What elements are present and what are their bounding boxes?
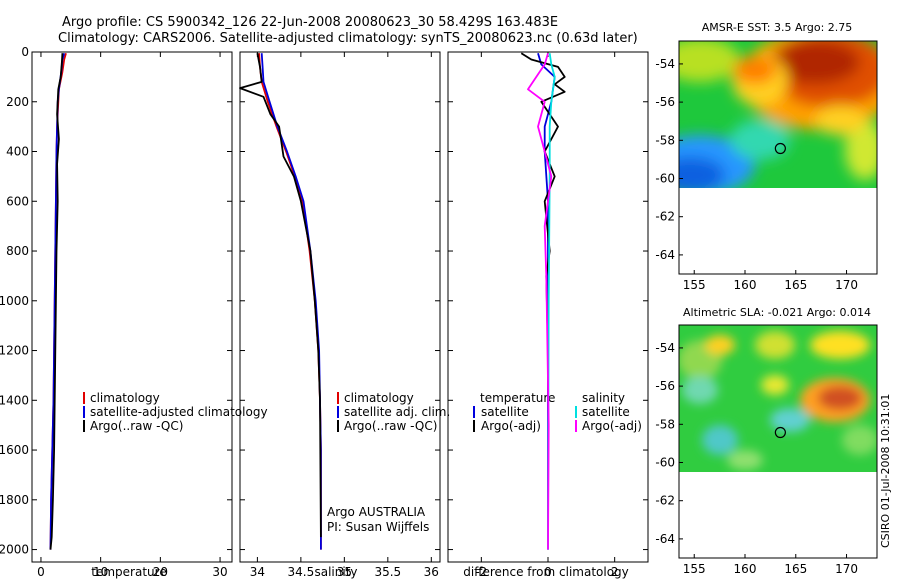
sst-map-xtick-label: 160 (734, 278, 757, 292)
depth-tick-label: 400 (6, 145, 29, 159)
legend-label: satellite-adjusted climatology (90, 405, 268, 419)
depth-tick-label: 1000 (0, 294, 29, 308)
sst-map-xtick-label: 155 (683, 278, 706, 292)
sst-map-ytick-label: -64 (655, 248, 675, 262)
sla-heatmap (679, 325, 877, 472)
sst-map-xtick-label: 170 (835, 278, 858, 292)
depth-tick-label: 1600 (0, 443, 29, 457)
sst-map-ytick-label: -62 (655, 210, 675, 224)
temperature-xtick-label: 20 (153, 565, 168, 579)
difference-series-salinity-argo-adj- (527, 52, 553, 550)
plot-layer: 0 10 20 30020040060080010001200140016001800… (0, 45, 858, 579)
difference-series-salinity-satellite (547, 53, 556, 550)
salinity-xtick-label: 35 (337, 565, 352, 579)
temperature-legend: climatology satellite-adjusted climatolo… (83, 391, 268, 433)
legend-label: satellite (481, 405, 529, 419)
sst-map-ytick-label: -60 (655, 172, 675, 186)
legend-label: satellite adj. clim. (344, 405, 450, 419)
temperature-xtick-label: 0 (37, 565, 45, 579)
salinity-axes (239, 51, 441, 563)
salinity-xtick-label: 34.5 (288, 565, 315, 579)
sla-map-xtick-label: 160 (734, 562, 757, 576)
salinity-series-argo-raw-qc- (239, 53, 322, 538)
sla-map-axes (678, 324, 878, 559)
difference-xtick-label: 2 (611, 565, 619, 579)
difference-xlabel: difference from climatology (463, 565, 629, 579)
sla-map-ytick-label: -60 (655, 456, 675, 470)
temperature-xtick-label: 10 (93, 565, 108, 579)
legend-label: satellite (582, 405, 630, 419)
sla-map-xtick-label: 155 (683, 562, 706, 576)
depth-tick-label: 800 (6, 244, 29, 258)
sst-map-title: AMSR-E SST: 3.5 Argo: 2.75 (702, 21, 853, 34)
salinity-legend: climatology satellite adj. clim. Argo(..… (337, 391, 450, 433)
difference-series-temperature-argo-adj- (520, 52, 566, 351)
sst-map-argo-marker (774, 142, 786, 155)
sla-map-ytick-label: -62 (655, 494, 675, 508)
legend-label: Argo(-adj) (481, 419, 541, 433)
difference-legend: temperature satellite Argo(-adj) salinit… (473, 391, 642, 433)
sst-map-ytick-label: -56 (655, 95, 675, 109)
difference-xtick-label: -2 (475, 565, 487, 579)
temperature-axes (31, 51, 233, 563)
depth-tick-label: 600 (6, 194, 29, 208)
institution-annotation: Argo AUSTRALIA (327, 505, 426, 519)
legend-label: climatology (90, 391, 160, 405)
salinity-series-satellite-adj-clim- (260, 53, 322, 550)
salinity-xtick-label: 35.5 (374, 565, 401, 579)
title-line-1: Argo profile: CS 5900342_126 22-Jun-2008… (62, 15, 558, 30)
sst-map-ytick-label: -54 (655, 57, 675, 71)
sla-map-ytick-label: -64 (655, 532, 675, 546)
depth-tick-label: 1800 (0, 493, 29, 507)
legend-group-title: salinity (582, 391, 625, 405)
sla-map-xtick-label: 170 (835, 562, 858, 576)
side-credit-label: CSIRO 01-Jul-2008 10:31:01 (879, 394, 892, 548)
depth-tick-label: 1200 (0, 344, 29, 358)
depth-tick-label: 0 (21, 45, 29, 59)
legend-label: Argo(..raw -QC) (344, 419, 437, 433)
sst-map-axes (678, 40, 878, 275)
depth-tick-label: 200 (6, 95, 29, 109)
difference-xtick-label: 0 (544, 565, 552, 579)
sla-map-ytick-label: -58 (655, 417, 675, 431)
legend-group-title: temperature (480, 391, 555, 405)
title-line-2: Climatology: CARS2006. Satellite-adjuste… (58, 31, 638, 46)
sla-map-argo-marker (774, 426, 786, 439)
salinity-xtick-label: 36 (424, 565, 439, 579)
sst-heatmap (679, 41, 877, 188)
sla-map-ytick-label: -56 (655, 379, 675, 393)
sla-map-ytick-label: -54 (655, 341, 675, 355)
sla-map-title: Altimetric SLA: -0.021 Argo: 0.014 (683, 306, 871, 319)
sst-map-ytick-label: -58 (655, 133, 675, 147)
legend-label: climatology (344, 391, 414, 405)
temperature-series-argo-raw-qc- (49, 53, 64, 550)
salinity-xtick-label: 34 (250, 565, 265, 579)
sla-map-xtick-label: 165 (784, 562, 807, 576)
depth-tick-label: 2000 (0, 543, 29, 557)
depth-tick-label: 1400 (0, 393, 29, 407)
temperature-xtick-label: 30 (212, 565, 227, 579)
sst-map-xtick-label: 165 (784, 278, 807, 292)
salinity-xlabel: salinity (314, 565, 357, 579)
pi-annotation: PI: Susan Wijffels (327, 520, 429, 534)
salinity-series-climatology (258, 53, 322, 550)
temperature-xlabel: temperature (91, 565, 166, 579)
legend-label: Argo(-adj) (582, 419, 642, 433)
legend-label: Argo(..raw -QC) (90, 419, 183, 433)
